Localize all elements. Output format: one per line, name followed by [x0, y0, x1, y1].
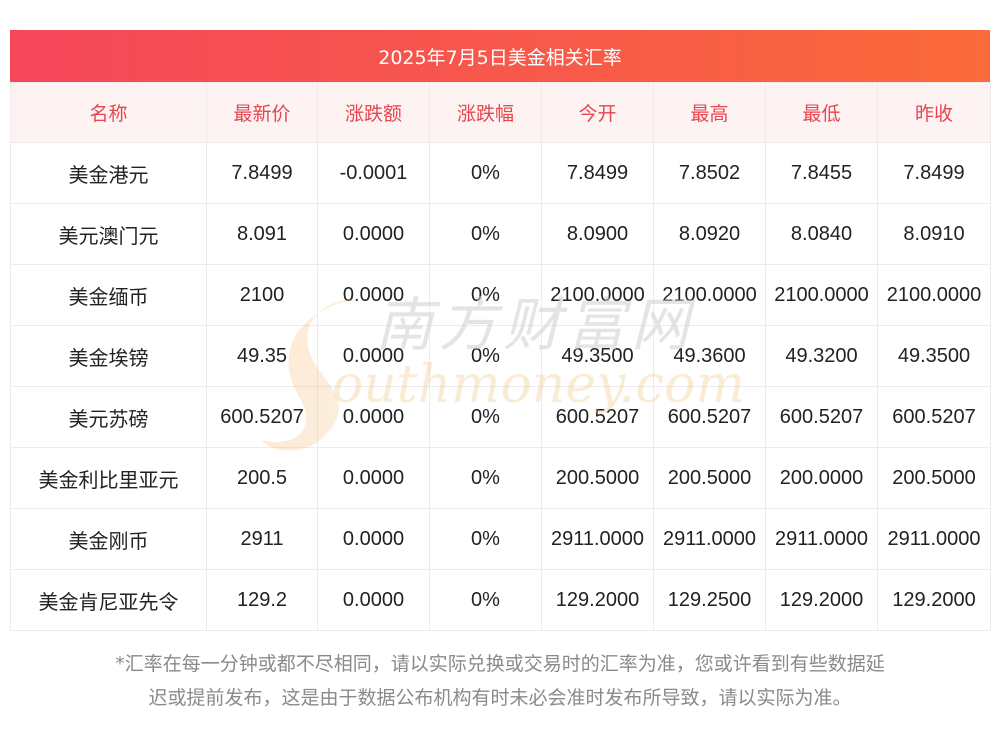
- open-cell: 8.0900: [541, 203, 654, 265]
- disclaimer-line-2: 迟或提前发布，这是由于数据公布机构有时未必会准时发布所导致，请以实际为准。: [148, 687, 852, 709]
- low-cell: 8.0840: [765, 203, 878, 265]
- latest-price-cell: 600.5207: [206, 386, 318, 448]
- column-header-low: 最低: [765, 82, 878, 143]
- column-header-change: 涨跌额: [317, 82, 430, 143]
- change-cell: 0.0000: [317, 508, 430, 570]
- high-cell: 49.3600: [653, 325, 766, 387]
- low-cell: 129.2000: [765, 569, 878, 631]
- currency-name-cell: 美金刚币: [10, 508, 207, 570]
- prev-close-cell: 7.8499: [877, 142, 991, 204]
- latest-price-cell: 7.8499: [206, 142, 318, 204]
- high-cell: 2100.0000: [653, 264, 766, 326]
- currency-name-cell: 美金埃镑: [10, 325, 207, 387]
- low-cell: 200.0000: [765, 447, 878, 509]
- open-cell: 49.3500: [541, 325, 654, 387]
- latest-price-cell: 129.2: [206, 569, 318, 631]
- table-row: 美金港元 7.8499 -0.0001 0% 7.8499 7.8502 7.8…: [10, 142, 991, 204]
- prev-close-cell: 2911.0000: [877, 508, 991, 570]
- latest-price-cell: 2911: [206, 508, 318, 570]
- change-cell: -0.0001: [317, 142, 430, 204]
- low-cell: 49.3200: [765, 325, 878, 387]
- change-pct-cell: 0%: [429, 264, 542, 326]
- open-cell: 7.8499: [541, 142, 654, 204]
- column-header-high: 最高: [653, 82, 766, 143]
- latest-price-cell: 200.5: [206, 447, 318, 509]
- currency-name-cell: 美金缅币: [10, 264, 207, 326]
- open-cell: 600.5207: [541, 386, 654, 448]
- high-cell: 600.5207: [653, 386, 766, 448]
- change-pct-cell: 0%: [429, 142, 542, 204]
- change-cell: 0.0000: [317, 447, 430, 509]
- disclaimer-line-1: *汇率在每一分钟或都不尽相同，请以实际兑换或交易时的汇率为准，您或许看到有些数据…: [115, 653, 885, 675]
- change-pct-cell: 0%: [429, 386, 542, 448]
- open-cell: 129.2000: [541, 569, 654, 631]
- table-row: 美金缅币 2100 0.0000 0% 2100.0000 2100.0000 …: [10, 264, 991, 326]
- table-header-row: 名称 最新价 涨跌额 涨跌幅 今开 最高 最低 昨收: [10, 82, 991, 143]
- currency-name-cell: 美金港元: [10, 142, 207, 204]
- table-row: 美金埃镑 49.35 0.0000 0% 49.3500 49.3600 49.…: [10, 325, 991, 387]
- currency-name-cell: 美元苏磅: [10, 386, 207, 448]
- change-pct-cell: 0%: [429, 569, 542, 631]
- prev-close-cell: 129.2000: [877, 569, 991, 631]
- change-pct-cell: 0%: [429, 508, 542, 570]
- low-cell: 600.5207: [765, 386, 878, 448]
- table-row: 美金利比里亚元 200.5 0.0000 0% 200.5000 200.500…: [10, 447, 991, 509]
- table-row: 美元澳门元 8.091 0.0000 0% 8.0900 8.0920 8.08…: [10, 203, 991, 265]
- low-cell: 7.8455: [765, 142, 878, 204]
- change-pct-cell: 0%: [429, 203, 542, 265]
- table-row: 美元苏磅 600.5207 0.0000 0% 600.5207 600.520…: [10, 386, 991, 448]
- prev-close-cell: 8.0910: [877, 203, 991, 265]
- prev-close-cell: 49.3500: [877, 325, 991, 387]
- table-row: 美金刚币 2911 0.0000 0% 2911.0000 2911.0000 …: [10, 508, 991, 570]
- change-cell: 0.0000: [317, 264, 430, 326]
- high-cell: 200.5000: [653, 447, 766, 509]
- exchange-rate-table: 名称 最新价 涨跌额 涨跌幅 今开 最高 最低 昨收 美金港元 7.8499 -…: [10, 82, 991, 631]
- column-header-latest: 最新价: [206, 82, 318, 143]
- table-title: 2025年7月5日美金相关汇率: [10, 30, 990, 82]
- prev-close-cell: 200.5000: [877, 447, 991, 509]
- disclaimer-note: *汇率在每一分钟或都不尽相同，请以实际兑换或交易时的汇率为准，您或许看到有些数据…: [14, 647, 986, 715]
- open-cell: 200.5000: [541, 447, 654, 509]
- currency-name-cell: 美元澳门元: [10, 203, 207, 265]
- column-header-change-pct: 涨跌幅: [429, 82, 542, 143]
- currency-name-cell: 美金肯尼亚先令: [10, 569, 207, 631]
- high-cell: 8.0920: [653, 203, 766, 265]
- table-row: 美金肯尼亚先令 129.2 0.0000 0% 129.2000 129.250…: [10, 569, 991, 631]
- prev-close-cell: 600.5207: [877, 386, 991, 448]
- column-header-prev-close: 昨收: [877, 82, 991, 143]
- change-pct-cell: 0%: [429, 447, 542, 509]
- change-cell: 0.0000: [317, 386, 430, 448]
- latest-price-cell: 8.091: [206, 203, 318, 265]
- high-cell: 7.8502: [653, 142, 766, 204]
- high-cell: 129.2500: [653, 569, 766, 631]
- currency-name-cell: 美金利比里亚元: [10, 447, 207, 509]
- low-cell: 2911.0000: [765, 508, 878, 570]
- change-cell: 0.0000: [317, 203, 430, 265]
- low-cell: 2100.0000: [765, 264, 878, 326]
- change-pct-cell: 0%: [429, 325, 542, 387]
- high-cell: 2911.0000: [653, 508, 766, 570]
- prev-close-cell: 2100.0000: [877, 264, 991, 326]
- latest-price-cell: 49.35: [206, 325, 318, 387]
- column-header-name: 名称: [10, 82, 207, 143]
- column-header-open: 今开: [541, 82, 654, 143]
- open-cell: 2100.0000: [541, 264, 654, 326]
- change-cell: 0.0000: [317, 325, 430, 387]
- open-cell: 2911.0000: [541, 508, 654, 570]
- latest-price-cell: 2100: [206, 264, 318, 326]
- change-cell: 0.0000: [317, 569, 430, 631]
